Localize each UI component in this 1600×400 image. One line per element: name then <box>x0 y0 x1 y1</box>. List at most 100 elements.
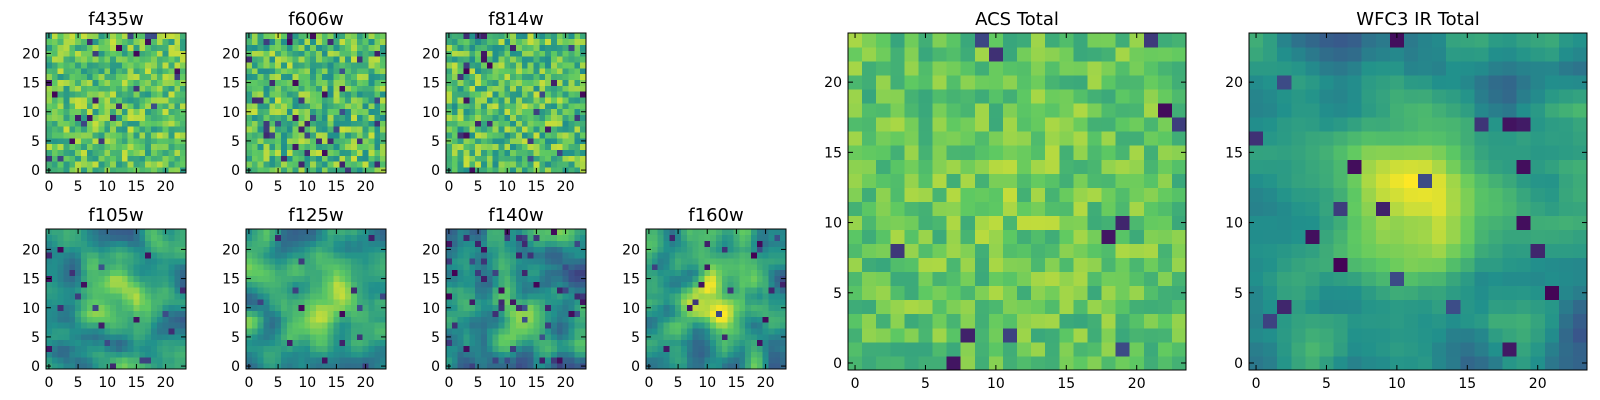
heatmap-cell <box>98 351 105 358</box>
heatmap-cell <box>316 252 323 259</box>
heatmap-cell <box>890 285 905 301</box>
heatmap-cell <box>698 229 705 236</box>
heatmap-cell <box>651 240 659 247</box>
heatmap-cell <box>374 351 381 358</box>
heatmap-cell <box>57 149 64 156</box>
heatmap-cell <box>475 138 482 145</box>
heatmap-cell <box>675 293 682 300</box>
heatmap-cell <box>527 363 534 370</box>
heatmap-cell <box>1087 159 1102 174</box>
heatmap-cell <box>86 275 94 282</box>
heatmap-cell <box>1017 33 1032 48</box>
heatmap-cell <box>86 264 94 271</box>
heatmap-cell <box>292 44 299 51</box>
heatmap-cell <box>133 155 140 162</box>
heatmap-cell <box>339 246 346 253</box>
heatmap-cell <box>504 68 511 75</box>
heatmap-cell <box>139 79 146 86</box>
heatmap-cell <box>1277 327 1292 343</box>
heatmap-cell <box>751 334 758 341</box>
heatmap-cell <box>710 310 717 317</box>
heatmap-cell <box>751 229 758 236</box>
heatmap-cell <box>1460 341 1475 357</box>
heatmap-cell <box>568 97 575 104</box>
heatmap-cell <box>251 38 259 46</box>
heatmap-cell <box>1347 355 1363 371</box>
panel-title: f105w <box>88 205 143 226</box>
heatmap-cell <box>768 363 775 370</box>
heatmap-cell <box>580 328 587 335</box>
heatmap-cell <box>498 304 505 312</box>
heatmap-cell <box>739 240 746 247</box>
heatmap-cell <box>86 126 94 133</box>
heatmap-cell <box>692 246 699 253</box>
heatmap-cell <box>339 293 346 300</box>
heatmap-cell <box>1073 327 1088 343</box>
heatmap-cell <box>180 240 187 247</box>
heatmap-cell <box>257 73 264 81</box>
heatmap-cell <box>251 299 259 306</box>
heatmap-cell <box>156 79 164 86</box>
heatmap-cell <box>1446 313 1461 329</box>
x-tick-label: 0 <box>851 376 860 392</box>
heatmap-cell <box>156 351 164 358</box>
heatmap-cell <box>1389 327 1405 343</box>
heatmap-cell <box>556 363 564 370</box>
heatmap-cell <box>151 85 158 92</box>
heatmap-cell <box>946 271 962 287</box>
heatmap-cell <box>286 143 294 151</box>
heatmap-cell <box>539 304 546 312</box>
heatmap-cell <box>333 143 340 151</box>
heatmap-cell <box>1002 103 1018 118</box>
heatmap-cell <box>681 304 688 312</box>
heatmap-cell <box>151 33 158 40</box>
heatmap-cell <box>988 299 1004 315</box>
heatmap-cell <box>475 299 482 306</box>
heatmap-cell <box>475 264 482 271</box>
heatmap-cell <box>475 108 482 116</box>
heatmap-cell <box>516 108 523 116</box>
heatmap-cell <box>145 33 152 40</box>
heatmap-cell <box>521 234 529 242</box>
heatmap-cell <box>362 258 369 265</box>
heatmap-cell <box>362 310 369 317</box>
heatmap-cell <box>316 167 323 174</box>
heatmap-cell <box>151 155 158 162</box>
heatmap-cell <box>310 79 317 86</box>
heatmap-cell <box>516 120 523 127</box>
heatmap-cell <box>739 363 746 370</box>
heatmap-cell <box>275 293 282 300</box>
heatmap-cell <box>316 281 323 288</box>
heatmap-cell <box>304 316 311 323</box>
heatmap-cell <box>486 299 494 306</box>
heatmap-cell <box>498 234 505 242</box>
heatmap-cell <box>275 299 282 306</box>
heatmap-cell <box>174 108 181 116</box>
heatmap-cell <box>556 91 564 98</box>
heatmap-cell <box>692 304 699 312</box>
heatmap-cell <box>156 97 164 104</box>
heatmap-cell <box>275 138 282 145</box>
heatmap-cell <box>710 281 717 288</box>
heatmap-cell <box>121 264 129 271</box>
x-tick-label: 15 <box>728 375 746 391</box>
heatmap-cell <box>533 275 540 282</box>
heatmap-cell <box>539 38 546 46</box>
heatmap-cell <box>475 73 482 81</box>
heatmap-cell <box>1031 159 1046 174</box>
heatmap-cell <box>368 281 375 288</box>
heatmap-cell <box>1087 75 1102 90</box>
heatmap-cell <box>481 114 488 121</box>
heatmap-cell <box>162 85 169 92</box>
heatmap-cell <box>651 234 659 242</box>
heatmap-cell <box>368 91 375 98</box>
heatmap-cell <box>1002 47 1018 62</box>
heatmap-cell <box>657 363 664 370</box>
heatmap-cell <box>704 264 711 271</box>
heatmap-cell <box>174 38 181 46</box>
heatmap-cell <box>504 322 511 329</box>
heatmap-cell <box>721 293 729 300</box>
heatmap-cell <box>1361 313 1377 329</box>
y-tick-label: 0 <box>31 359 40 375</box>
heatmap-cell <box>545 114 552 121</box>
